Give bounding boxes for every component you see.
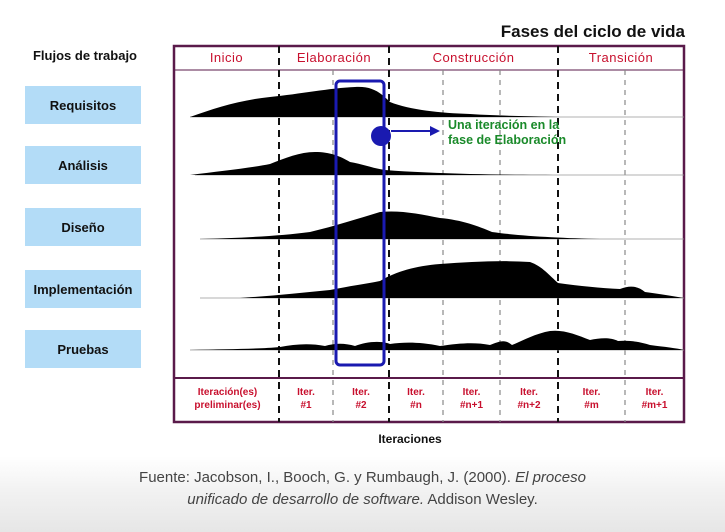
workflows-title: Flujos de trabajo xyxy=(32,48,137,63)
iteration-dividers xyxy=(332,70,626,422)
iteration-line: Iter. xyxy=(462,387,481,398)
iteration-line: Iter. xyxy=(352,387,370,398)
workflow-diseno: Diseño xyxy=(25,208,141,246)
iteration-n: Iter. #n xyxy=(389,386,443,412)
citation-title-part: El proceso xyxy=(515,469,586,486)
diagram-frame xyxy=(172,44,686,424)
iteration-line: #n xyxy=(410,400,422,411)
iteration-line: Iteración(es) xyxy=(197,387,258,398)
citation-title-part: unificado de desarrollo de software. xyxy=(187,491,425,508)
citation-publisher: Addison Wesley. xyxy=(424,491,538,508)
iterations-axis-label: Iteraciones xyxy=(378,432,442,446)
workflow-implementacion: Implementación xyxy=(25,270,141,308)
iteration-line: Iter. xyxy=(297,387,315,398)
iteration-dot xyxy=(371,126,391,146)
iteration-line: Iter. xyxy=(645,387,664,398)
annotation-line: fase de Elaboración xyxy=(448,133,567,147)
iteration-annotation: Una iteración en la fase de Elaboración xyxy=(448,118,566,148)
iteration-line: #m+1 xyxy=(641,400,668,411)
iteration-line: #n+2 xyxy=(517,400,541,411)
analisis-hump xyxy=(190,152,620,175)
implementacion-hump xyxy=(240,261,684,298)
iteration-line: #m xyxy=(584,400,599,411)
requisitos-hump xyxy=(190,86,560,117)
iteration-m-plus-1: Iter. #m+1 xyxy=(625,386,684,412)
workflow-analisis: Análisis xyxy=(25,146,141,184)
annotation-line: Una iteración en la xyxy=(448,118,560,132)
iteration-n-plus-2: Iter. #n+2 xyxy=(500,386,558,412)
arrow-head-icon xyxy=(430,126,440,136)
iteration-preliminar: Iteración(es) preliminar(es) xyxy=(176,386,279,412)
highlight-iteration-box xyxy=(334,79,386,367)
phases-title: Fases del ciclo de vida xyxy=(500,22,685,41)
phase-elaboracion: Elaboración xyxy=(296,50,372,65)
iteration-line: preliminar(es) xyxy=(194,400,261,411)
iteration-line: #n+1 xyxy=(459,400,484,411)
workflow-requisitos: Requisitos xyxy=(25,86,141,124)
citation-authors: Fuente: Jacobson, I., Booch, G. y Rumbau… xyxy=(139,469,516,486)
workflow-pruebas: Pruebas xyxy=(25,330,141,368)
iteration-line: #1 xyxy=(300,400,312,411)
iteration-1: Iter. #1 xyxy=(279,386,333,412)
footer-band xyxy=(0,456,725,532)
source-citation: Fuente: Jacobson, I., Booch, G. y Rumbau… xyxy=(0,467,725,511)
iteration-line: #2 xyxy=(355,400,367,411)
iteration-m: Iter. #m xyxy=(558,386,625,412)
diseno-hump xyxy=(200,211,684,239)
phase-construccion: Construcción xyxy=(432,50,515,65)
pruebas-hump xyxy=(190,330,684,350)
iteration-2: Iter. #2 xyxy=(333,386,389,412)
iteration-line: Iter. xyxy=(407,387,425,398)
iteration-line: Iter. xyxy=(582,387,601,398)
phase-inicio: Inicio xyxy=(209,50,244,65)
iteration-n-plus-1: Iter. #n+1 xyxy=(443,386,500,412)
phase-transicion: Transición xyxy=(588,50,654,65)
iteration-line: Iter. xyxy=(520,387,538,398)
